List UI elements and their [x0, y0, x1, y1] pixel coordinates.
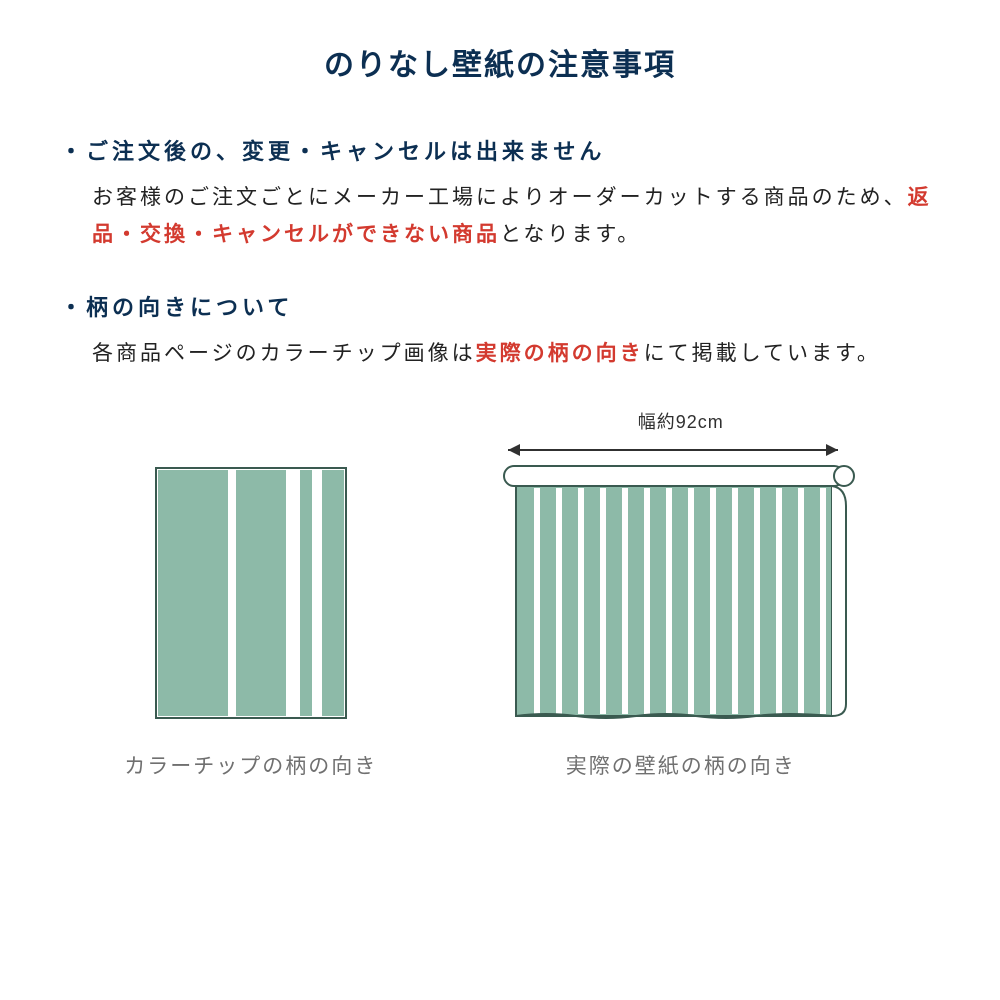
body-pattern: 各商品ページのカラーチップ画像は実際の柄の向きにて掲載しています。 [60, 336, 940, 373]
color-chip-svg [136, 456, 366, 736]
width-label: 幅約92cm [638, 408, 724, 434]
caption-color-chip: カラーチップの柄の向き [124, 750, 377, 780]
diagram-wallpaper-roll: 幅約92cm [486, 408, 876, 780]
body-cancel-before: お客様のご注文ごとにメーカー工場によりオーダーカットする商品のため、 [92, 186, 908, 209]
wallpaper-roll-svg [486, 436, 876, 736]
body-pattern-before: 各商品ページのカラーチップ画像は [92, 342, 476, 365]
section-pattern: ・柄の向きについて 各商品ページのカラーチップ画像は実際の柄の向きにて掲載してい… [60, 290, 940, 373]
caption-wallpaper-roll: 実際の壁紙の柄の向き [566, 750, 796, 780]
body-pattern-highlight: 実際の柄の向き [476, 342, 644, 365]
body-cancel: お客様のご注文ごとにメーカー工場によりオーダーカットする商品のため、返品・交換・… [60, 180, 940, 254]
diagram-color-chip: カラーチップの柄の向き [124, 456, 377, 780]
section-cancel: ・ご注文後の、変更・キャンセルは出来ません お客様のご注文ごとにメーカー工場によ… [60, 134, 940, 254]
body-cancel-after: となります。 [500, 223, 641, 246]
diagram-row: カラーチップの柄の向き 幅約92cm [60, 408, 940, 780]
page-title: のりなし壁紙の注意事項 [60, 40, 940, 84]
heading-cancel: ・ご注文後の、変更・キャンセルは出来ません [60, 134, 940, 166]
heading-pattern: ・柄の向きについて [60, 290, 940, 322]
body-pattern-after: にて掲載しています。 [644, 342, 881, 365]
